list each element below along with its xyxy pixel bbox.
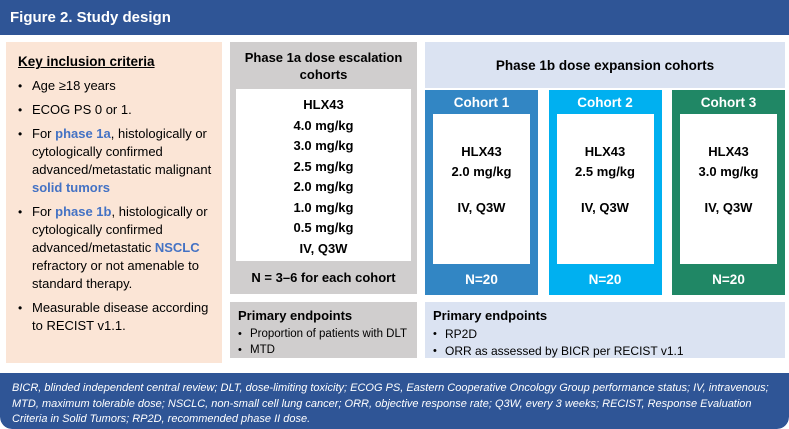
phase-1a-route: IV, Q3W bbox=[299, 240, 348, 256]
abbreviations-text: BICR, blinded independent central review… bbox=[12, 382, 769, 425]
phase-1a-accent: phase 1a bbox=[55, 126, 111, 141]
dose-level: 2.5 mg/kg bbox=[293, 158, 354, 174]
endpoint-item-mtd: • MTD bbox=[238, 342, 409, 358]
phase-1a-cohort-size-note: N = 3–6 for each cohort bbox=[251, 270, 396, 285]
cohort-2-body: HLX43 2.5 mg/kg IV, Q3W bbox=[556, 114, 654, 264]
dose-level: 0.5 mg/kg bbox=[293, 220, 354, 235]
phase-1b-header: Phase 1b dose expansion cohorts bbox=[425, 42, 785, 88]
cohort-route: IV, Q3W bbox=[581, 200, 629, 215]
cohort-1-card: Cohort 1 HLX43 2.0 mg/kg IV, Q3W N=20 bbox=[425, 90, 538, 295]
bullet-icon: • bbox=[18, 301, 23, 315]
bullet-icon: • bbox=[238, 328, 242, 340]
figure-title: Figure 2. Study design bbox=[10, 9, 171, 26]
phase-1a-dose-box: HLX43 4.0 mg/kg 3.0 mg/kg 2.5 mg/kg 2.0 … bbox=[236, 89, 411, 261]
dose-level: 4.0 mg/kg bbox=[293, 117, 354, 133]
inclusion-bullet-ecog: • ECOG PS 0 or 1. bbox=[18, 101, 212, 119]
bullet-icon: • bbox=[18, 205, 23, 219]
inclusion-bullet-age: • Age ≥18 years bbox=[18, 77, 212, 95]
solid-tumors-accent: solid tumors bbox=[32, 180, 111, 195]
cohort-2-n: N=20 bbox=[588, 272, 622, 287]
dose-level: 2.0 mg/kg bbox=[293, 179, 354, 194]
cohort-drug: HLX43 bbox=[461, 144, 502, 159]
cohort-drug: HLX43 bbox=[584, 144, 626, 159]
cohort-2-card: Cohort 2 HLX43 2.5 mg/kg IV, Q3W N=20 bbox=[548, 90, 662, 295]
phase-1a-drug: HLX43 bbox=[303, 97, 344, 112]
cohort-1-body: HLX43 2.0 mg/kg IV, Q3W bbox=[433, 114, 530, 264]
inclusion-bullet-text: Measurable disease according to RECIST v… bbox=[32, 300, 209, 333]
cohort-drug: HLX43 bbox=[708, 144, 749, 159]
inclusion-bullet-measurable: • Measurable disease according to RECIST… bbox=[18, 299, 212, 335]
endpoint-item-orr: • ORR as assessed by BICR per RECIST v1.… bbox=[433, 343, 777, 360]
phase-1b-endpoints-panel: Primary endpoints • RP2D • ORR as assess… bbox=[425, 302, 785, 358]
cohort-route: IV, Q3W bbox=[704, 200, 753, 215]
endpoint-item-rp2d: • RP2D bbox=[433, 326, 777, 343]
bullet-icon: • bbox=[18, 127, 23, 141]
inclusion-bullet-text: ECOG PS 0 or 1. bbox=[32, 102, 132, 117]
endpoint-item-dlt: • Proportion of patients with DLT bbox=[238, 326, 409, 342]
cohort-2-label: Cohort 2 bbox=[577, 94, 633, 110]
cohort-3-label: Cohort 3 bbox=[700, 94, 757, 110]
inclusion-bullet-text: For phase 1a, histologically or cytologi… bbox=[32, 126, 212, 195]
bullet-icon: • bbox=[238, 344, 242, 356]
phase-1b-cohorts: Cohort 1 HLX43 2.0 mg/kg IV, Q3W N=20 Co… bbox=[425, 90, 785, 295]
nsclc-accent: NSCLC bbox=[154, 240, 200, 255]
endpoint-text: RP2D bbox=[445, 327, 478, 341]
endpoint-text: ORR as assessed by BICR per RECIST v1.1 bbox=[445, 344, 684, 358]
bullet-icon: • bbox=[18, 79, 23, 93]
cohort-dose: 2.5 mg/kg bbox=[575, 164, 635, 179]
phase-1b-accent: phase 1b bbox=[55, 204, 112, 219]
inclusion-heading: Key inclusion criteria bbox=[18, 54, 155, 69]
cohort-route: IV, Q3W bbox=[457, 200, 506, 215]
bullet-icon: • bbox=[433, 328, 437, 340]
abbreviations-footer: BICR, blinded independent central review… bbox=[0, 373, 789, 429]
figure-title-bar: Figure 2. Study design bbox=[0, 0, 789, 35]
key-inclusion-criteria-panel: Key inclusion criteria • Age ≥18 years •… bbox=[6, 42, 222, 363]
phase-1a-header: Phase 1a dose escalation cohorts bbox=[244, 50, 403, 82]
phase-1a-endpoints-panel: Primary endpoints • Proportion of patien… bbox=[230, 302, 417, 358]
cohort-1-label: Cohort 1 bbox=[453, 94, 510, 110]
inclusion-bullet-text: For phase 1b, histologically or cytologi… bbox=[32, 204, 208, 291]
inclusion-bullet-text: Age ≥18 years bbox=[32, 78, 116, 93]
bullet-icon: • bbox=[433, 345, 437, 357]
bullet-icon: • bbox=[18, 103, 23, 117]
cohort-1-n: N=20 bbox=[465, 272, 498, 287]
endpoints-heading: Primary endpoints bbox=[433, 308, 548, 323]
endpoint-text: MTD bbox=[250, 344, 275, 356]
dose-level: 1.0 mg/kg bbox=[293, 199, 354, 215]
endpoints-heading: Primary endpoints bbox=[238, 308, 353, 323]
dose-level: 3.0 mg/kg bbox=[293, 138, 354, 153]
cohort-3-body: HLX43 3.0 mg/kg IV, Q3W bbox=[680, 114, 777, 264]
cohort-dose: 3.0 mg/kg bbox=[698, 164, 759, 179]
inclusion-bullet-phase1b: • For phase 1b, histologically or cytolo… bbox=[18, 203, 212, 293]
cohort-3-n: N=20 bbox=[712, 272, 745, 287]
inclusion-bullet-phase1a: • For phase 1a, histologically or cytolo… bbox=[18, 125, 212, 197]
endpoint-text: Proportion of patients with DLT bbox=[250, 328, 408, 340]
cohort-3-card: Cohort 3 HLX43 3.0 mg/kg IV, Q3W N=20 bbox=[672, 90, 785, 295]
phase-1a-panel: Phase 1a dose escalation cohorts HLX43 4… bbox=[230, 42, 417, 294]
cohort-dose: 2.0 mg/kg bbox=[451, 164, 512, 179]
